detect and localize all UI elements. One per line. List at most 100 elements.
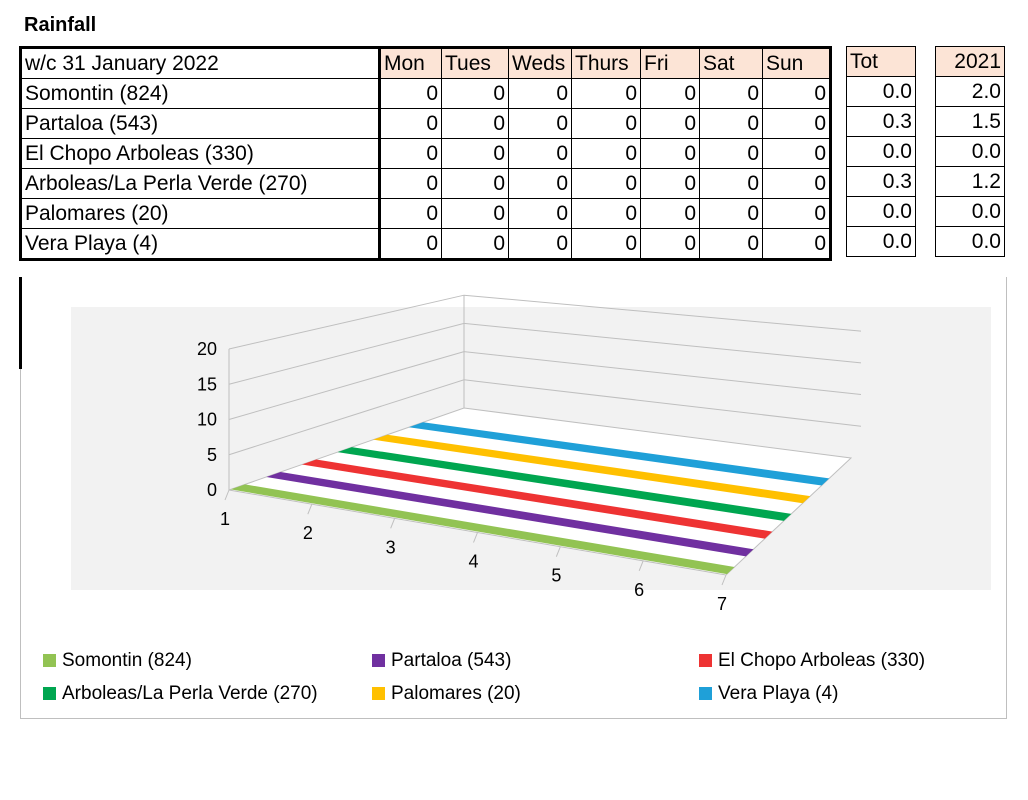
tot-value: 0.3 [846,166,916,197]
year-value: 0.0 [935,136,1005,167]
day-header-fri: Fri [640,46,700,79]
table-row: Vera Playa (4) 0 0 0 0 0 0 0 [19,228,832,261]
day-header-thurs: Thurs [571,46,641,79]
legend-swatch [43,654,56,668]
table-row: El Chopo Arboleas (330) 0 0 0 0 0 0 0 [19,138,832,169]
year-header: 2021 [935,46,1005,77]
y-tick-label: 20 [197,339,217,359]
y-tick-label: 15 [197,374,217,394]
legend-label: Partaloa (543) [391,650,512,671]
day-value: 0 [640,198,700,229]
day-header-sun: Sun [762,46,832,79]
day-value: 0 [379,108,442,139]
day-header-weds: Weds [508,46,572,79]
legend-item: Partaloa (543) [372,650,511,672]
day-value: 0 [640,78,700,109]
chart-plot: 0 5 10 15 20 1 2 3 4 5 6 7 [71,294,991,614]
legend-item: El Chopo Arboleas (330) [699,650,925,672]
x-tick-label: 2 [303,523,313,543]
station-name: Somontin (824) [19,78,381,109]
tot-value: 0.3 [846,106,916,137]
legend-swatch [372,687,385,701]
day-value: 0 [640,168,700,199]
day-value: 0 [508,198,572,229]
station-name: Palomares (20) [19,198,381,229]
day-value: 0 [762,198,832,229]
day-value: 0 [571,108,641,139]
day-value: 0 [379,228,442,261]
header-row: w/c 31 January 2022 Mon Tues Weds Thurs Fri Sa… [19,46,832,79]
series-strip-0 [230,484,735,575]
year-value: 1.2 [935,166,1005,197]
rainfall-chart: 0 5 10 15 20 1 2 3 4 5 6 7 Somontin (824) Partaloa (… [20,277,1007,719]
x-tick [638,560,644,572]
station-name: Partaloa (543) [19,108,381,139]
tot-value: 0.0 [846,76,916,107]
x-tick-label: 6 [634,580,644,600]
legend-item: Somontin (824) [43,650,192,672]
x-tick-label: 7 [717,594,727,614]
day-value: 0 [571,138,641,169]
x-tick [224,489,230,501]
tot-header: Tot [846,46,916,77]
day-value: 0 [640,228,700,261]
table-row: Palomares (20) 0 0 0 0 0 0 0 [19,198,832,229]
day-value: 0 [699,228,763,261]
day-value: 0 [379,78,442,109]
series-strip-3 [337,447,792,521]
day-value: 0 [379,198,442,229]
legend-label: Arboleas/La Perla Verde (270) [62,683,318,704]
total-table: Tot 0.0 0.3 0.0 0.3 0.0 0.0 [846,46,916,257]
year-value: 1.5 [935,106,1005,137]
station-name: Vera Playa (4) [19,228,381,261]
x-tick-label: 3 [386,537,396,557]
legend-swatch [372,654,385,668]
page-title: Rainfall [24,14,97,36]
legend-label: Somontin (824) [62,650,192,671]
legend-label: El Chopo Arboleas (330) [718,650,926,671]
day-value: 0 [762,228,832,261]
station-name: El Chopo Arboleas (330) [19,138,381,169]
table-row: Somontin (824) 0 0 0 0 0 0 0 [19,78,832,109]
tot-value: 0.0 [846,136,916,167]
x-tick [555,546,561,557]
table-left-border [19,277,22,369]
day-value: 0 [762,78,832,109]
day-value: 0 [441,108,509,139]
year-value: 2.0 [935,76,1005,107]
legend-swatch [43,687,56,701]
table-row: Partaloa (543) 0 0 0 0 0 0 0 [19,108,832,139]
legend-item: Vera Playa (4) [699,683,838,705]
day-value: 0 [762,138,832,169]
day-value: 0 [699,198,763,229]
day-value: 0 [571,228,641,261]
legend-label: Palomares (20) [391,683,521,704]
y-tick-label: 0 [207,480,217,500]
year-value: 0.0 [935,196,1005,227]
x-tick-label: 1 [220,509,230,529]
x-tick [390,518,396,529]
table-row: Arboleas/La Perla Verde (270) 0 0 0 0 0 0 0 [19,168,832,199]
day-value: 0 [379,168,442,199]
legend-swatch [699,654,712,668]
year-2021-table: 2021 2.0 1.5 0.0 1.2 0.0 0.0 [935,46,1005,257]
year-value: 0.0 [935,226,1005,257]
day-value: 0 [441,138,509,169]
y-tick-label: 5 [207,445,217,465]
day-header-mon: Mon [379,46,442,79]
tot-value: 0.0 [846,196,916,227]
day-value: 0 [699,108,763,139]
x-tick-label: 4 [468,552,478,572]
series-strip-1 [266,471,754,557]
series-strip-4 [373,434,811,504]
legend-label: Vera Playa (4) [718,683,839,704]
day-value: 0 [699,78,763,109]
day-value: 0 [571,168,641,199]
day-value: 0 [571,198,641,229]
day-value: 0 [379,138,442,169]
day-value: 0 [699,168,763,199]
week-label: w/c 31 January 2022 [19,46,381,79]
y-tick-label: 10 [197,410,217,430]
day-value: 0 [508,78,572,109]
day-value: 0 [508,168,572,199]
